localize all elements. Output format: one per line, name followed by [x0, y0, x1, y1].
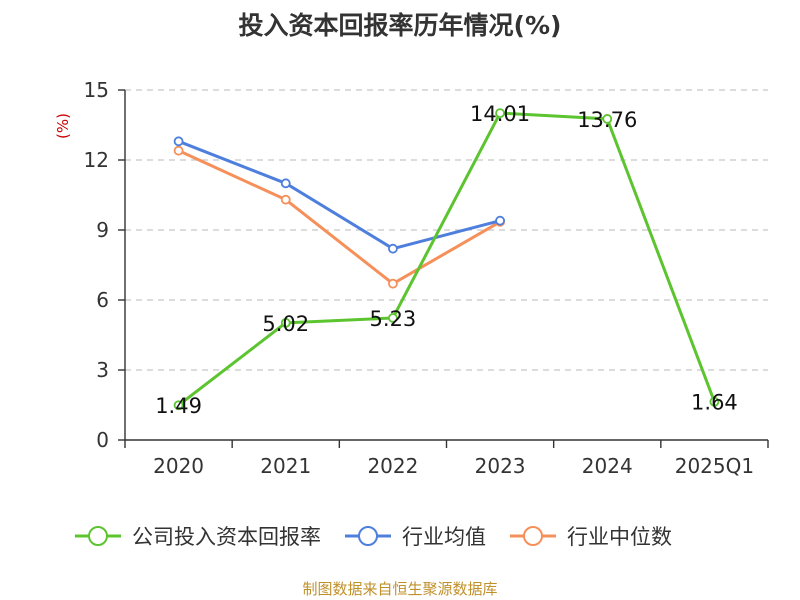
- x-tick-label: 2023: [475, 454, 526, 478]
- data-point[interactable]: [388, 278, 398, 289]
- data-label: 14.01: [470, 102, 530, 126]
- legend-label[interactable]: 公司投入资本回报率: [132, 525, 321, 549]
- y-axis-unit-label: (%): [54, 113, 72, 139]
- x-tick-label: 2022: [367, 454, 418, 478]
- y-tick-label: 12: [84, 148, 109, 172]
- series-line: [177, 149, 501, 286]
- x-tick-label: 2021: [260, 454, 311, 478]
- legend-marker: [88, 526, 108, 546]
- y-tick-label: 9: [96, 218, 109, 242]
- data-point[interactable]: [388, 313, 398, 323]
- series-group: [173, 108, 720, 411]
- data-point[interactable]: [388, 243, 398, 254]
- x-tick-label: 2020: [153, 454, 204, 478]
- legend-marker: [523, 526, 543, 546]
- series-line: [178, 139, 501, 251]
- gridlines: [125, 89, 768, 371]
- data-point[interactable]: [280, 194, 291, 205]
- data-point[interactable]: [173, 400, 184, 411]
- data-point[interactable]: [602, 114, 613, 124]
- y-tick-label: 3: [96, 358, 109, 382]
- x-tick-label: 2024: [582, 454, 633, 478]
- source-note: 制图数据来自恒生聚源数据库: [302, 580, 497, 598]
- legend[interactable]: 公司投入资本回报率 行业均值 行业中位数: [75, 525, 672, 549]
- axes: 0 3 6 9 12 15 2020 2021 2022 2023 2024 2025Q1: [84, 78, 769, 478]
- series-line: [177, 111, 716, 407]
- legend-label[interactable]: 行业均值: [402, 525, 486, 549]
- data-label: 13.76: [577, 108, 637, 132]
- data-point[interactable]: [495, 215, 505, 226]
- data-point[interactable]: [495, 108, 505, 118]
- data-point[interactable]: [709, 396, 720, 407]
- data-point[interactable]: [173, 145, 184, 156]
- data-label: 1.64: [691, 391, 738, 415]
- data-point[interactable]: [280, 178, 291, 189]
- x-tick-label: 2025Q1: [675, 454, 754, 478]
- data-point[interactable]: [173, 136, 184, 147]
- legend-label[interactable]: 行业中位数: [567, 525, 672, 549]
- data-label: 5.02: [262, 312, 309, 336]
- data-point[interactable]: [280, 317, 291, 328]
- chart-title: 投入资本回报率历年情况(%): [239, 11, 562, 40]
- data-labels: 1.49 5.02 5.23 14.01 13.76 1.64: [155, 102, 738, 418]
- y-tick-label: 15: [84, 78, 109, 102]
- legend-marker: [358, 526, 378, 546]
- data-label: 5.23: [370, 307, 417, 331]
- y-tick-label: 0: [96, 428, 109, 452]
- y-tick-label: 6: [96, 288, 109, 312]
- data-label: 1.49: [155, 394, 202, 418]
